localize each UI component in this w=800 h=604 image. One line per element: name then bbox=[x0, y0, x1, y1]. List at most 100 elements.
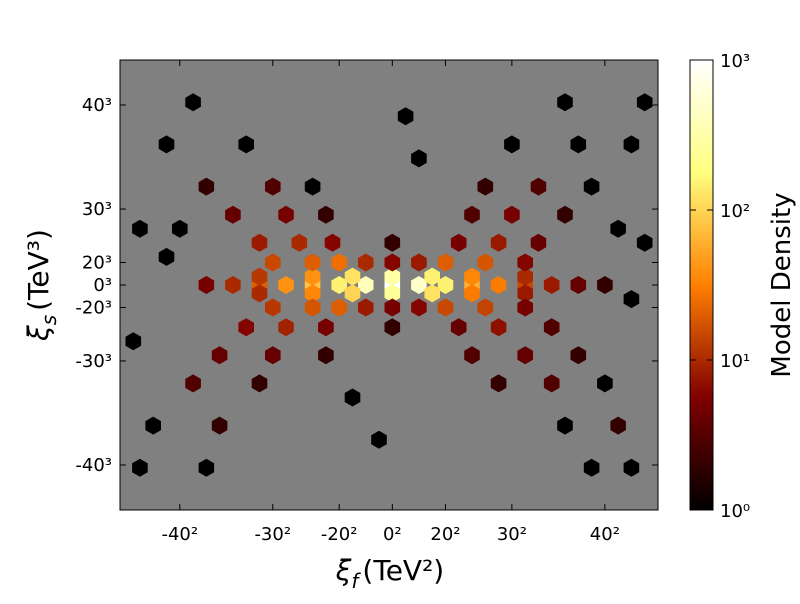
y-label-unit: (TeV³) bbox=[22, 229, 55, 311]
hexbin bbox=[464, 284, 480, 303]
hexbin bbox=[437, 253, 454, 272]
y-tick-label: 40³ bbox=[82, 95, 112, 116]
x-tick-label: 20² bbox=[430, 524, 460, 545]
hexbin bbox=[517, 298, 533, 317]
x-tick-label: 30² bbox=[497, 524, 527, 545]
hexbin bbox=[358, 298, 374, 317]
hexbin bbox=[543, 374, 560, 393]
x-label-subscript: f bbox=[351, 569, 361, 593]
hexbin bbox=[490, 276, 507, 294]
hexbin bbox=[344, 267, 361, 286]
y-label-subscript: s bbox=[37, 315, 61, 325]
hexbin bbox=[318, 346, 334, 365]
colorbar-label: Model Density bbox=[767, 192, 797, 377]
hexbin bbox=[597, 374, 613, 393]
hexbin bbox=[291, 233, 308, 252]
hexbin bbox=[557, 93, 573, 112]
hexbin bbox=[384, 253, 401, 272]
hexbin bbox=[211, 346, 228, 365]
hexbin bbox=[490, 318, 507, 337]
hexbin bbox=[464, 267, 480, 286]
hexbin bbox=[543, 276, 560, 294]
hexbin bbox=[411, 276, 427, 294]
hexbin bbox=[411, 149, 427, 168]
y-axis-label: ξs (TeV³) bbox=[22, 229, 61, 342]
hexbin bbox=[450, 318, 467, 337]
hexbin bbox=[437, 298, 454, 317]
hexbin bbox=[530, 177, 547, 196]
hexbin bbox=[331, 276, 347, 294]
hexbin bbox=[636, 93, 653, 112]
hexbin bbox=[265, 346, 281, 365]
hexbin bbox=[185, 374, 201, 393]
hexbin bbox=[344, 388, 361, 407]
x-axis-label: ξf (TeV²) bbox=[335, 554, 444, 593]
hexbin bbox=[251, 267, 268, 286]
hexbin bbox=[570, 346, 587, 365]
hexbin bbox=[517, 267, 533, 286]
x-label-unit: (TeV²) bbox=[362, 554, 444, 587]
colorbar bbox=[689, 59, 714, 511]
hexbin bbox=[517, 284, 533, 303]
hexbin bbox=[530, 233, 547, 252]
hexbin bbox=[198, 458, 215, 477]
hexbin bbox=[132, 458, 148, 477]
hexbin bbox=[450, 233, 467, 252]
hexbin bbox=[557, 205, 573, 224]
hexbin bbox=[304, 298, 321, 317]
hexbin bbox=[411, 253, 427, 272]
hexbin bbox=[198, 276, 215, 294]
hexbin bbox=[610, 416, 626, 435]
hexbin bbox=[304, 253, 321, 272]
hexbin bbox=[318, 318, 334, 337]
hexbin bbox=[172, 219, 188, 238]
x-tick-label: -20² bbox=[321, 524, 358, 545]
hexbin bbox=[304, 177, 321, 196]
y-tick-label: -40³ bbox=[75, 455, 112, 476]
hexbin bbox=[185, 93, 201, 112]
hexbin bbox=[411, 298, 427, 317]
hexbin bbox=[358, 253, 374, 272]
hexbin bbox=[517, 253, 533, 272]
hexbin bbox=[424, 284, 440, 303]
hexbin bbox=[278, 205, 294, 224]
hexbin bbox=[384, 284, 401, 303]
colorbar-tick-label: 10³ bbox=[720, 51, 750, 72]
colorbar-tick-label: 10² bbox=[720, 201, 750, 222]
colorbar-tick-label: 10⁰ bbox=[720, 501, 750, 522]
hexbin bbox=[557, 416, 573, 435]
hexbin bbox=[477, 298, 494, 317]
hexbin bbox=[145, 416, 161, 435]
hexbin bbox=[158, 247, 175, 266]
y-tick-label: 30³ bbox=[82, 199, 112, 220]
hexbin bbox=[251, 233, 268, 252]
hexbin bbox=[304, 284, 321, 303]
hexbin bbox=[583, 458, 600, 477]
hexbin bbox=[517, 346, 533, 365]
hexbin bbox=[265, 177, 281, 196]
hexbin bbox=[331, 298, 347, 317]
hexbin bbox=[504, 135, 520, 154]
hexbin bbox=[384, 298, 401, 317]
hexbin bbox=[358, 276, 374, 294]
hexbin bbox=[278, 318, 294, 337]
y-tick-label: 20³ bbox=[82, 253, 112, 274]
hexbin bbox=[490, 233, 507, 252]
hexbin bbox=[324, 233, 341, 252]
hexbin-layer bbox=[125, 93, 653, 477]
colorbar-tick-label: 10¹ bbox=[720, 351, 750, 372]
hexbin bbox=[570, 135, 587, 154]
y-tick-label: -30³ bbox=[75, 351, 112, 372]
hexbin bbox=[610, 219, 626, 238]
hexbin bbox=[384, 318, 401, 337]
hexbin bbox=[424, 267, 440, 286]
hexbin bbox=[265, 298, 281, 317]
hexbin bbox=[331, 253, 347, 272]
x-tick-label: -40² bbox=[161, 524, 198, 545]
hexbin bbox=[477, 177, 494, 196]
hexbin bbox=[636, 233, 653, 252]
x-label-symbol: ξ bbox=[335, 554, 352, 587]
hexbin bbox=[265, 253, 281, 272]
hexbin bbox=[158, 135, 175, 154]
